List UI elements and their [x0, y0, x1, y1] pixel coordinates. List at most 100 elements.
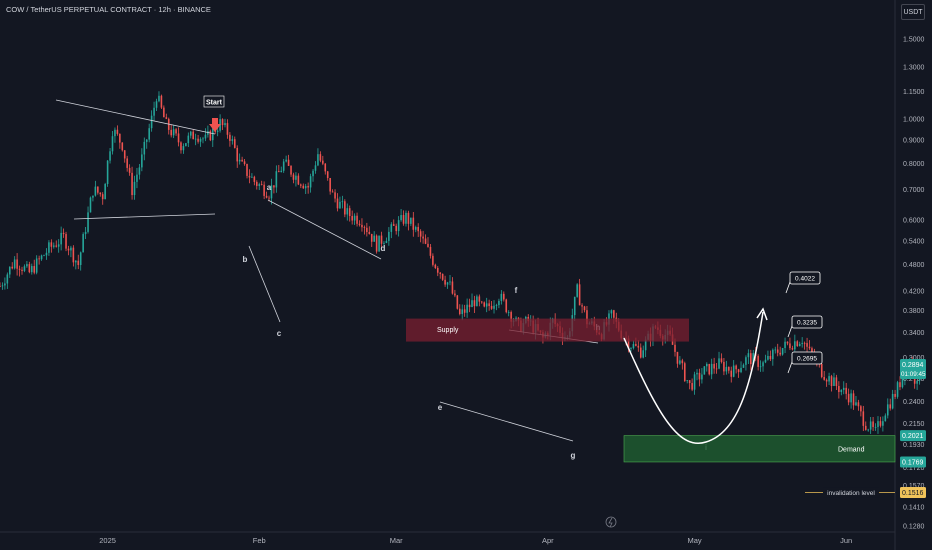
candle-body — [446, 282, 449, 285]
y-tick-label: 1.0000 — [903, 117, 925, 124]
candle-body — [160, 95, 163, 108]
candle-body — [97, 186, 99, 193]
candle-body — [696, 372, 698, 375]
candle-body — [882, 421, 884, 426]
y-tick-label: 0.3400 — [903, 330, 925, 337]
candle-body — [705, 363, 708, 367]
candle-body — [370, 233, 373, 242]
candle-body — [295, 175, 297, 180]
candle-body — [402, 215, 405, 224]
candle-body — [170, 129, 172, 136]
x-tick-label: 2025 — [99, 536, 116, 545]
candle-body — [630, 348, 632, 349]
wave-label-f: f — [515, 286, 518, 295]
price-tag-box — [900, 359, 926, 380]
candle-body — [407, 212, 410, 224]
x-tick-label: Jun — [840, 536, 852, 545]
candle-body — [801, 342, 803, 344]
candle-body — [742, 364, 745, 368]
candle-body — [397, 220, 400, 232]
currency-unit-button[interactable]: USDT — [901, 4, 925, 20]
target-callout-2: 0.2695 — [797, 356, 817, 363]
candle-body — [886, 404, 889, 416]
candle-body — [427, 243, 429, 247]
candle-body — [28, 264, 31, 273]
x-tick-label: Feb — [253, 536, 266, 545]
candle-body — [378, 235, 380, 252]
candle-body — [463, 309, 466, 313]
candle-body — [879, 421, 882, 426]
y-tick-label: 1.1500 — [903, 89, 925, 96]
candle-body — [268, 197, 270, 199]
y-tick-label: 0.1410 — [903, 504, 925, 511]
candle-body — [688, 380, 691, 384]
lightning-icon-bolt — [608, 517, 613, 528]
projection-curve — [623, 311, 764, 444]
candle-body — [145, 139, 148, 142]
y-tick-label: 0.2150 — [903, 421, 925, 428]
candle-body — [53, 245, 55, 247]
wave-label-a: a — [267, 183, 272, 192]
candle-body — [248, 175, 251, 178]
candle-body — [451, 281, 454, 294]
candle-body — [576, 284, 578, 297]
candle-body — [255, 181, 258, 186]
candle-body — [488, 303, 490, 307]
candle-body — [860, 406, 862, 412]
candle-body — [297, 175, 300, 185]
candle-body — [441, 273, 444, 280]
y-tick-label: 0.4200 — [903, 288, 925, 295]
candle-body — [874, 426, 877, 428]
candle-body — [422, 236, 424, 239]
candle-body — [867, 429, 870, 431]
candle-body — [405, 212, 407, 224]
candle-body — [872, 421, 874, 428]
y-tick-label: 0.2700 — [903, 376, 925, 383]
candle-body — [104, 184, 106, 200]
candle-body — [701, 374, 703, 380]
candle-body — [823, 377, 825, 380]
wave-label-d: d — [381, 244, 386, 253]
candle-body — [916, 380, 918, 384]
candle-body — [216, 130, 219, 132]
candle-body — [351, 216, 353, 221]
candle-body — [241, 159, 243, 162]
target-callout-0: 0.4022 — [795, 276, 815, 283]
candle-body — [720, 358, 723, 362]
candle-body — [62, 232, 65, 235]
candle-body — [6, 274, 9, 284]
candle-body — [111, 136, 114, 152]
candle-body — [776, 349, 779, 353]
candle-body — [864, 425, 867, 430]
candle-body — [224, 123, 226, 126]
candle-body — [40, 255, 43, 260]
candle-body — [786, 341, 789, 344]
candle-body — [344, 201, 346, 215]
candle-body — [493, 305, 495, 309]
candle-body — [290, 165, 292, 175]
candle-body — [454, 293, 456, 296]
candle-body — [226, 123, 229, 135]
candle-body — [45, 252, 48, 256]
price-tag-box — [900, 430, 926, 442]
candle-body — [835, 377, 838, 387]
candle-body — [730, 370, 733, 377]
candle-body — [324, 163, 327, 172]
candle-body — [194, 138, 197, 140]
candle-body — [18, 268, 21, 270]
candle-body — [461, 309, 464, 315]
candle-body — [781, 348, 784, 355]
candle-body — [126, 158, 128, 168]
candle-body — [683, 363, 686, 381]
candle-body — [70, 247, 72, 251]
candle-body — [855, 402, 857, 406]
candle-body — [476, 296, 478, 307]
candle-body — [578, 284, 581, 306]
candle-body — [373, 235, 375, 242]
candle-body — [4, 283, 6, 286]
candle-body — [346, 208, 349, 215]
candle-body — [828, 376, 830, 382]
candle-body — [803, 342, 806, 344]
candle-body — [429, 246, 432, 256]
